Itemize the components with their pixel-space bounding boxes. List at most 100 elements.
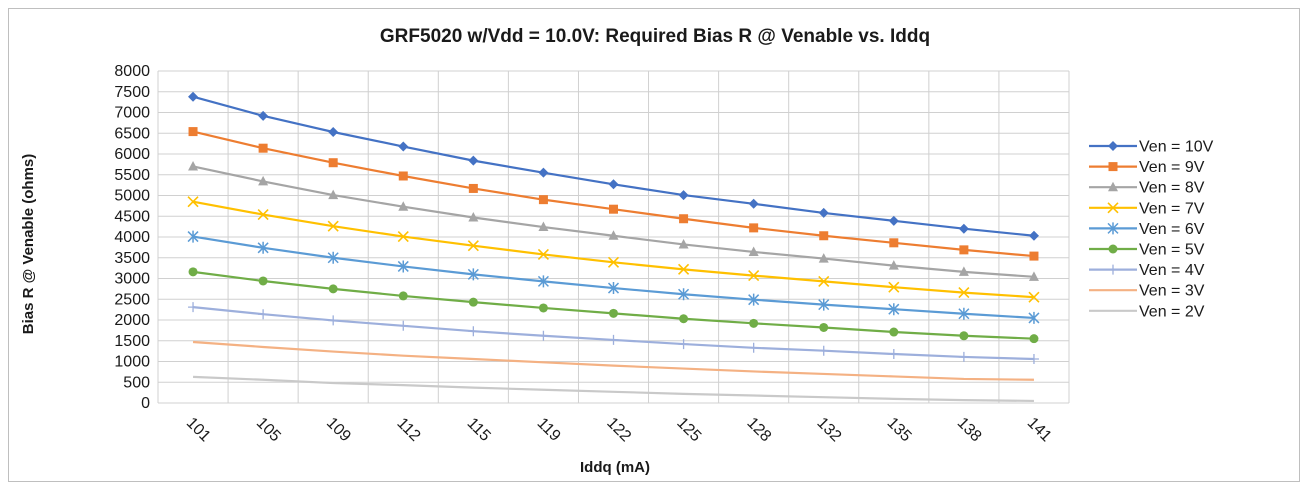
x-tick-label: 105 bbox=[253, 414, 284, 445]
triangle-marker bbox=[328, 189, 339, 200]
circle-marker bbox=[889, 327, 899, 337]
diamond-marker bbox=[888, 215, 899, 226]
square-marker bbox=[188, 127, 198, 137]
star-marker bbox=[1107, 222, 1119, 235]
diamond-marker bbox=[1028, 230, 1039, 241]
triangle-marker bbox=[608, 230, 619, 240]
legend-label: Ven = 3V bbox=[1139, 283, 1205, 300]
plus-marker bbox=[538, 330, 549, 341]
y-tick-labels: 0 500 1000 1500 2000 2500 3000 3500 4000 4500 5000… bbox=[114, 63, 150, 412]
circle-marker bbox=[328, 284, 338, 294]
series-line bbox=[192, 235, 1035, 320]
plus-marker bbox=[888, 349, 899, 360]
legend-label: Ven = 9V bbox=[1139, 159, 1205, 176]
star-marker bbox=[467, 268, 479, 281]
star-marker bbox=[1028, 311, 1040, 324]
y-tick-label: 5000 bbox=[114, 188, 150, 205]
y-tick-label: 3000 bbox=[114, 271, 150, 288]
legend: Ven = 10V Ven = 9V Ven = 8V Ven = 7V Ven = 6… bbox=[1089, 139, 1214, 320]
series-6 bbox=[188, 267, 1039, 344]
legend-entry: Ven = 5V bbox=[1089, 242, 1205, 259]
triangle-marker bbox=[538, 221, 549, 232]
x-tick-label: 112 bbox=[393, 415, 423, 445]
diamond-marker bbox=[398, 141, 409, 152]
circle-marker bbox=[819, 322, 829, 332]
triangle-marker bbox=[468, 211, 479, 222]
circle-marker bbox=[959, 331, 969, 341]
legend-label: Ven = 2V bbox=[1139, 303, 1205, 320]
plus-marker bbox=[958, 351, 969, 362]
circle-marker bbox=[609, 308, 618, 318]
legend-entry: Ven = 2V bbox=[1089, 303, 1205, 320]
square-marker bbox=[819, 231, 829, 241]
legend-label: Ven = 4V bbox=[1139, 262, 1205, 279]
series-line bbox=[192, 270, 1035, 340]
diamond-marker bbox=[188, 91, 199, 102]
star-marker bbox=[187, 230, 199, 243]
y-tick-label: 8000 bbox=[114, 63, 150, 80]
chart-svg: GRF5020 w/Vdd = 10.0V: Required Bias R @… bbox=[20, 26, 1214, 476]
star-marker bbox=[537, 275, 549, 288]
x-axis-title: Iddq (mA) bbox=[580, 459, 650, 476]
y-tick-label: 1000 bbox=[114, 354, 150, 371]
circle-marker bbox=[538, 303, 548, 313]
circle-marker bbox=[468, 297, 478, 307]
circle-marker bbox=[679, 314, 689, 324]
star-marker bbox=[607, 282, 620, 295]
series-line bbox=[192, 95, 1035, 237]
square-marker bbox=[959, 245, 969, 255]
x-tick-label: 122 bbox=[603, 414, 634, 445]
legend-entry: Ven = 6V bbox=[1089, 221, 1205, 238]
star-marker bbox=[327, 251, 339, 264]
square-marker bbox=[468, 183, 478, 193]
legend-entry: Ven = 3V bbox=[1089, 283, 1205, 300]
x-marker bbox=[748, 270, 760, 282]
square-marker bbox=[749, 223, 759, 233]
square-marker bbox=[398, 171, 408, 181]
plus-marker bbox=[398, 320, 409, 331]
diamond-marker bbox=[608, 179, 619, 190]
y-tick-label: 2500 bbox=[114, 291, 150, 308]
x-marker bbox=[397, 231, 409, 243]
circle-marker bbox=[1029, 334, 1039, 344]
triangle-marker bbox=[888, 260, 899, 270]
x-marker bbox=[1028, 291, 1040, 303]
square-marker bbox=[889, 238, 899, 248]
x-tick-label: 115 bbox=[463, 415, 493, 445]
triangle-marker bbox=[748, 246, 759, 256]
y-tick-label: 5500 bbox=[114, 167, 150, 184]
circle-marker bbox=[1108, 244, 1118, 254]
x-marker bbox=[607, 256, 620, 268]
square-marker bbox=[328, 158, 338, 168]
y-tick-label: 6000 bbox=[114, 146, 150, 163]
plus-marker bbox=[1028, 354, 1039, 365]
star-marker bbox=[958, 307, 970, 320]
x-tick-label: 138 bbox=[954, 414, 985, 445]
diamond-marker bbox=[1108, 141, 1118, 151]
star-marker bbox=[818, 298, 830, 311]
square-marker bbox=[609, 204, 618, 214]
diamond-marker bbox=[328, 127, 339, 138]
triangle-marker bbox=[188, 160, 199, 171]
x-marker bbox=[678, 263, 690, 275]
star-marker bbox=[397, 260, 409, 273]
y-tick-label: 2000 bbox=[114, 312, 150, 329]
star-marker bbox=[257, 241, 269, 254]
y-tick-label: 7000 bbox=[114, 105, 150, 122]
plus-marker bbox=[748, 342, 759, 353]
series-7 bbox=[188, 302, 1039, 365]
star-marker bbox=[888, 303, 900, 316]
series-3 bbox=[188, 160, 1039, 281]
diamond-marker bbox=[818, 207, 829, 218]
plus-marker bbox=[818, 345, 829, 356]
legend-label: Ven = 10V bbox=[1139, 139, 1214, 156]
triangle-marker bbox=[258, 175, 269, 186]
y-tick-label: 6500 bbox=[114, 125, 150, 142]
x-marker bbox=[537, 248, 549, 260]
x-tick-label: 125 bbox=[673, 414, 704, 445]
star-marker bbox=[678, 288, 690, 301]
circle-marker bbox=[749, 318, 759, 328]
star-marker bbox=[748, 293, 760, 306]
y-tick-label: 1500 bbox=[114, 333, 150, 350]
square-marker bbox=[1108, 162, 1118, 172]
